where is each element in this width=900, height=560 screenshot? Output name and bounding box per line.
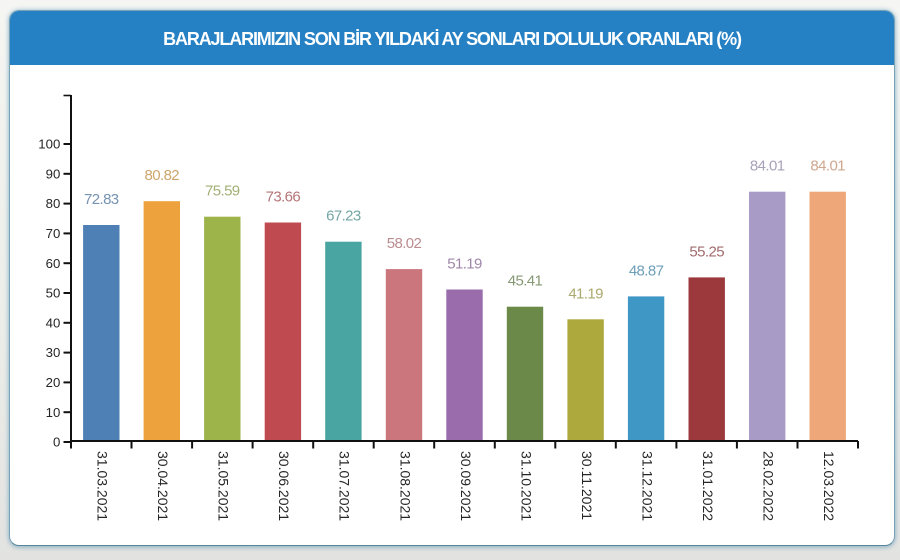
svg-text:70: 70 <box>46 226 61 241</box>
svg-text:31.12.2021: 31.12.2021 <box>639 451 655 521</box>
svg-text:0: 0 <box>53 435 60 450</box>
svg-text:48.87: 48.87 <box>629 262 664 279</box>
svg-text:90: 90 <box>46 166 61 181</box>
svg-text:50: 50 <box>46 286 61 301</box>
svg-text:84.01: 84.01 <box>810 158 845 175</box>
svg-text:40: 40 <box>46 315 61 330</box>
svg-text:30.04.2021: 30.04.2021 <box>155 451 171 521</box>
svg-text:30.09.2021: 30.09.2021 <box>458 451 474 521</box>
svg-text:12.03.2022: 12.03.2022 <box>821 451 837 521</box>
svg-text:20: 20 <box>46 375 61 390</box>
svg-text:100: 100 <box>38 137 60 152</box>
svg-text:31.07.2021: 31.07.2021 <box>337 451 353 521</box>
svg-text:55.25: 55.25 <box>689 243 724 260</box>
svg-text:30.06.2021: 30.06.2021 <box>276 451 292 521</box>
svg-text:28.02.2022: 28.02.2022 <box>760 451 776 521</box>
svg-text:80.82: 80.82 <box>145 167 180 184</box>
svg-text:31.01.2022: 31.01.2022 <box>700 451 716 521</box>
svg-text:80: 80 <box>46 196 61 211</box>
svg-text:73.66: 73.66 <box>266 189 301 206</box>
svg-text:67.23: 67.23 <box>326 208 361 225</box>
svg-text:31.08.2021: 31.08.2021 <box>397 451 413 521</box>
svg-text:31.10.2021: 31.10.2021 <box>518 451 534 521</box>
svg-text:84.01: 84.01 <box>750 158 785 175</box>
svg-text:31.03.2021: 31.03.2021 <box>95 451 111 521</box>
svg-text:60: 60 <box>46 256 61 271</box>
svg-text:45.41: 45.41 <box>508 273 543 290</box>
svg-text:30.11.2021: 30.11.2021 <box>579 451 595 520</box>
svg-text:72.83: 72.83 <box>84 191 119 208</box>
svg-text:30: 30 <box>46 345 61 360</box>
svg-text:31.05.2021: 31.05.2021 <box>216 451 232 521</box>
svg-text:10: 10 <box>46 405 61 420</box>
svg-text:41.19: 41.19 <box>568 285 603 302</box>
svg-text:75.59: 75.59 <box>205 183 240 200</box>
svg-text:58.02: 58.02 <box>387 235 422 252</box>
svg-text:51.19: 51.19 <box>447 256 482 273</box>
